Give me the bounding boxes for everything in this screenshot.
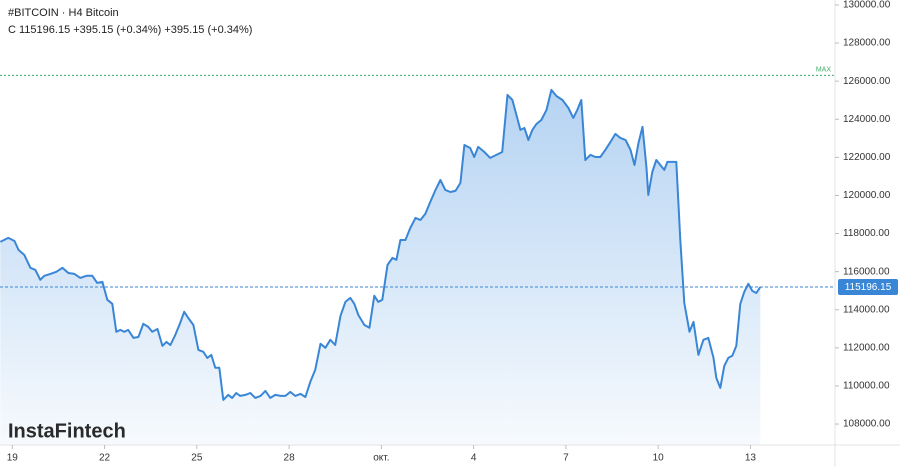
- x-tick-label: окт.: [373, 453, 389, 464]
- quote-line: C 115196.15 +395.15 (+0.34%) +395.15 (+0…: [8, 24, 252, 36]
- y-tick-label: 120000.00: [843, 190, 891, 201]
- y-tick-label: 130000.00: [843, 0, 891, 11]
- y-tick-label: 112000.00: [843, 342, 890, 353]
- max-label: MAX: [816, 66, 832, 73]
- y-tick-label: 116000.00: [843, 266, 890, 277]
- x-tick-label: 13: [745, 453, 757, 464]
- y-tick-label: 128000.00: [843, 38, 891, 49]
- logo: InstaFintech: [8, 420, 126, 442]
- x-tick-label: 19: [7, 453, 19, 464]
- plot-area: [0, 88, 762, 446]
- x-tick-label: 4: [471, 453, 477, 464]
- y-tick-label: 122000.00: [843, 152, 891, 163]
- last-price-label: 115196.15: [845, 282, 892, 293]
- y-tick-label: 124000.00: [843, 114, 891, 125]
- y-tick-label: 126000.00: [843, 76, 891, 87]
- symbol-title: #BITCOIN · H4 Bitcoin: [8, 7, 119, 19]
- y-tick-label: 118000.00: [843, 228, 890, 239]
- x-tick-label: 25: [191, 453, 203, 464]
- price-line: [0, 88, 762, 401]
- y-tick-label: 114000.00: [843, 304, 890, 315]
- x-tick-label: 10: [653, 453, 665, 464]
- x-tick-label: 28: [284, 453, 296, 464]
- last-price-tag: [838, 278, 898, 295]
- x-tick-label: 7: [563, 453, 569, 464]
- area-fill: [0, 89, 761, 446]
- x-tick-label: 22: [99, 453, 111, 464]
- y-tick-label: 110000.00: [843, 381, 890, 392]
- y-tick-label: 108000.00: [843, 419, 891, 430]
